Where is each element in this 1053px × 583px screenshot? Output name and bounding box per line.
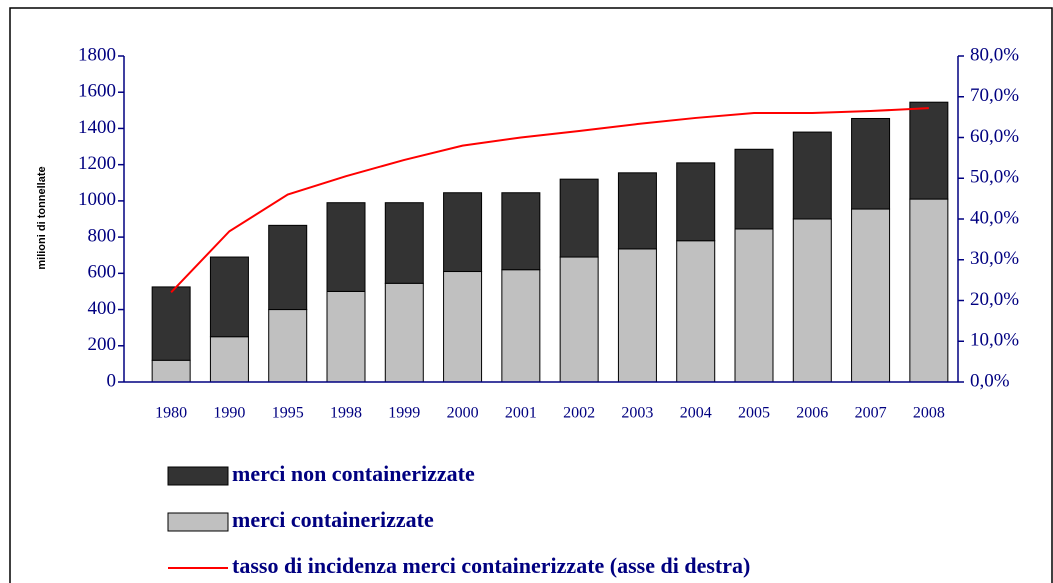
y-tick-label: 1800 [78,44,116,65]
y2-tick-label: 60,0% [970,126,1019,147]
bar [209,256,249,338]
y-tick-label: 200 [88,334,117,355]
x-tick-label: 2005 [738,405,770,422]
bar [559,256,599,383]
x-tick-label: 1995 [272,405,304,422]
bar [792,218,832,383]
bar [384,202,424,284]
y2-tick-label: 0,0% [970,370,1010,391]
bar [792,131,832,220]
y-tick-label: 1400 [78,117,116,138]
x-tick-label: 2007 [855,405,887,422]
bar [151,359,191,383]
bar [851,208,891,383]
bar [909,198,949,383]
bar [326,202,366,292]
bar [209,336,249,383]
bar [501,192,541,271]
bar [734,228,774,383]
bar [151,286,191,361]
y-tick-label: 800 [88,225,117,246]
bar [617,172,657,250]
x-tick-label: 2002 [563,405,595,422]
x-tick-label: 1980 [155,405,187,422]
y-axis-label: milioni di tonnellate [36,166,48,269]
y2-tick-label: 80,0% [970,44,1019,65]
x-tick-label: 1999 [388,405,420,422]
bar [384,282,424,383]
legend-label: merci non containerizzate [232,461,475,486]
y-tick-label: 0 [107,370,117,391]
y2-tick-label: 20,0% [970,289,1019,310]
x-tick-label: 2001 [505,405,537,422]
x-tick-label: 2008 [913,405,945,422]
y2-tick-label: 10,0% [970,330,1019,351]
x-tick-label: 2003 [621,405,653,422]
bar [676,162,716,242]
y-tick-label: 1000 [78,189,116,210]
y2-tick-label: 70,0% [970,85,1019,106]
x-tick-label: 2006 [796,405,828,422]
bar [443,192,483,273]
line [170,107,929,294]
y2-tick-label: 40,0% [970,207,1019,228]
bar [268,309,308,383]
bar [851,117,891,210]
legend-swatch [167,466,229,486]
bar [909,101,949,200]
bar [734,148,774,230]
x-tick-label: 2000 [447,405,479,422]
y-tick-label: 1200 [78,153,116,174]
y2-tick-label: 30,0% [970,248,1019,269]
legend-label: merci containerizzate [232,507,434,532]
y-tick-label: 1600 [78,81,116,102]
bar [676,240,716,383]
bar [268,224,308,311]
frame [9,7,1053,583]
bar [617,248,657,383]
y2-tick-label: 50,0% [970,167,1019,188]
bar [501,269,541,383]
bar [326,290,366,383]
legend-label: tasso di incidenza merci containerizzate… [232,553,750,578]
x-tick-label: 2004 [680,405,712,422]
x-tick-label: 1998 [330,405,362,422]
legend-swatch [167,512,229,532]
y-tick-label: 400 [88,298,117,319]
bar [559,178,599,258]
y-tick-label: 600 [88,262,117,283]
x-tick-label: 1990 [213,405,245,422]
bar [443,271,483,383]
